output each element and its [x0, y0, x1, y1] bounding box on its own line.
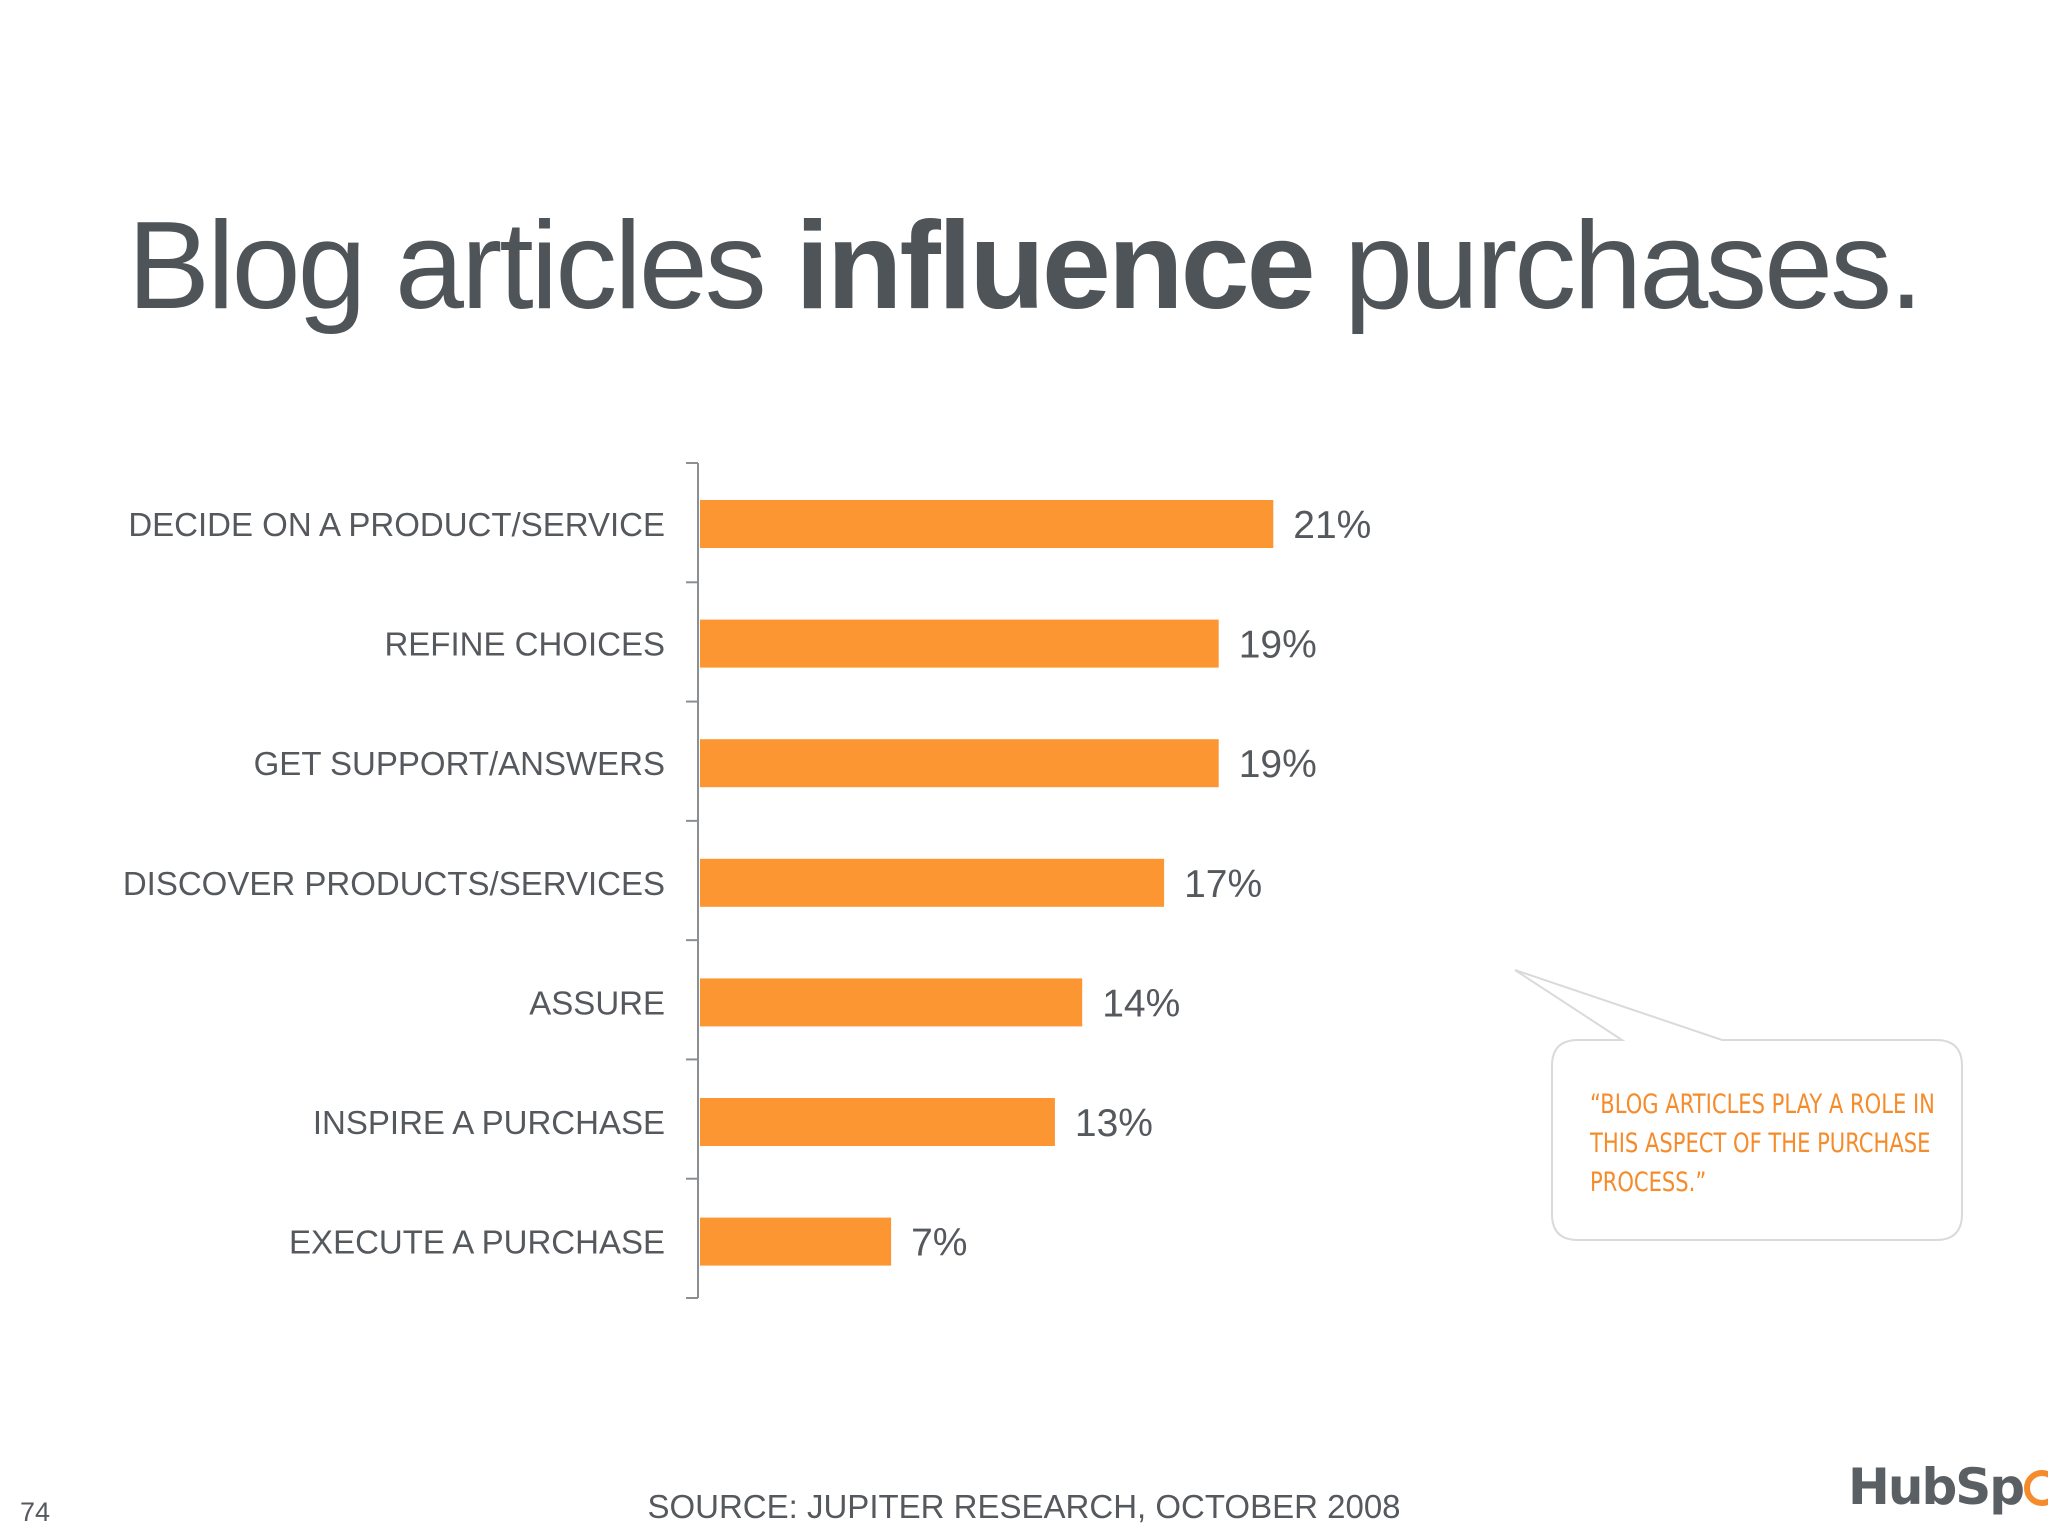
category-label: INSPIRE A PURCHASE: [313, 1104, 665, 1141]
bar: [700, 739, 1219, 788]
slide-title: Blog articles influence purchases.: [0, 196, 2048, 336]
callout-bubble: [1514, 969, 1963, 1241]
category-label: GET SUPPORT/ANSWERS: [254, 745, 665, 782]
bar: [700, 619, 1219, 668]
callout-line-3: PROCESS.”: [1590, 1167, 1707, 1198]
callout-line-1: “BLOG ARTICLES PLAY A ROLE IN: [1590, 1089, 1935, 1120]
category-label: DECIDE ON A PRODUCT/SERVICE: [128, 506, 665, 543]
source-note: SOURCE: JUPITER RESEARCH, OCTOBER 2008: [647, 1488, 1401, 1525]
page-number: 74: [20, 1497, 51, 1527]
category-label: ASSURE: [529, 984, 665, 1021]
value-label: 14%: [1102, 982, 1180, 1025]
title-part-2: purchases.: [1312, 197, 1924, 335]
callout-shape: [1514, 969, 1963, 1241]
value-label: 21%: [1293, 504, 1371, 547]
chart-axis: [686, 462, 699, 1299]
title-part-1: Blog articles: [127, 197, 796, 335]
chart-bars: [700, 500, 1274, 1266]
value-label: 19%: [1239, 624, 1317, 667]
callout-text: “BLOG ARTICLES PLAY A ROLE IN THIS ASPEC…: [1590, 1085, 1935, 1202]
logo-text-part-1: HubSp: [1848, 1458, 2025, 1516]
value-label: 7%: [911, 1222, 967, 1265]
category-label: EXECUTE A PURCHASE: [289, 1224, 665, 1261]
title-emphasis: influence: [795, 197, 1315, 335]
bar: [700, 858, 1165, 907]
bar: [700, 1098, 1055, 1146]
category-label: DISCOVER PRODUCTS/SERVICES: [123, 865, 665, 902]
callout-line-2: THIS ASPECT OF THE PURCHASE: [1590, 1128, 1931, 1159]
bar: [700, 500, 1274, 548]
bar: [700, 1217, 892, 1266]
value-label: 19%: [1239, 743, 1317, 786]
value-label: 17%: [1184, 863, 1262, 906]
value-label: 13%: [1075, 1102, 1153, 1145]
chart-labels: DECIDE ON A PRODUCT/SERVICE 21% REFINE CHO…: [123, 504, 1372, 1265]
bar-chart: DECIDE ON A PRODUCT/SERVICE 21% REFINE CHO…: [123, 462, 1963, 1299]
hubspot-logo: HubSpt: [1848, 1458, 2048, 1516]
category-label: REFINE CHOICES: [384, 626, 665, 663]
sprocket-icon: [2024, 1470, 2048, 1506]
bar: [700, 978, 1083, 1027]
